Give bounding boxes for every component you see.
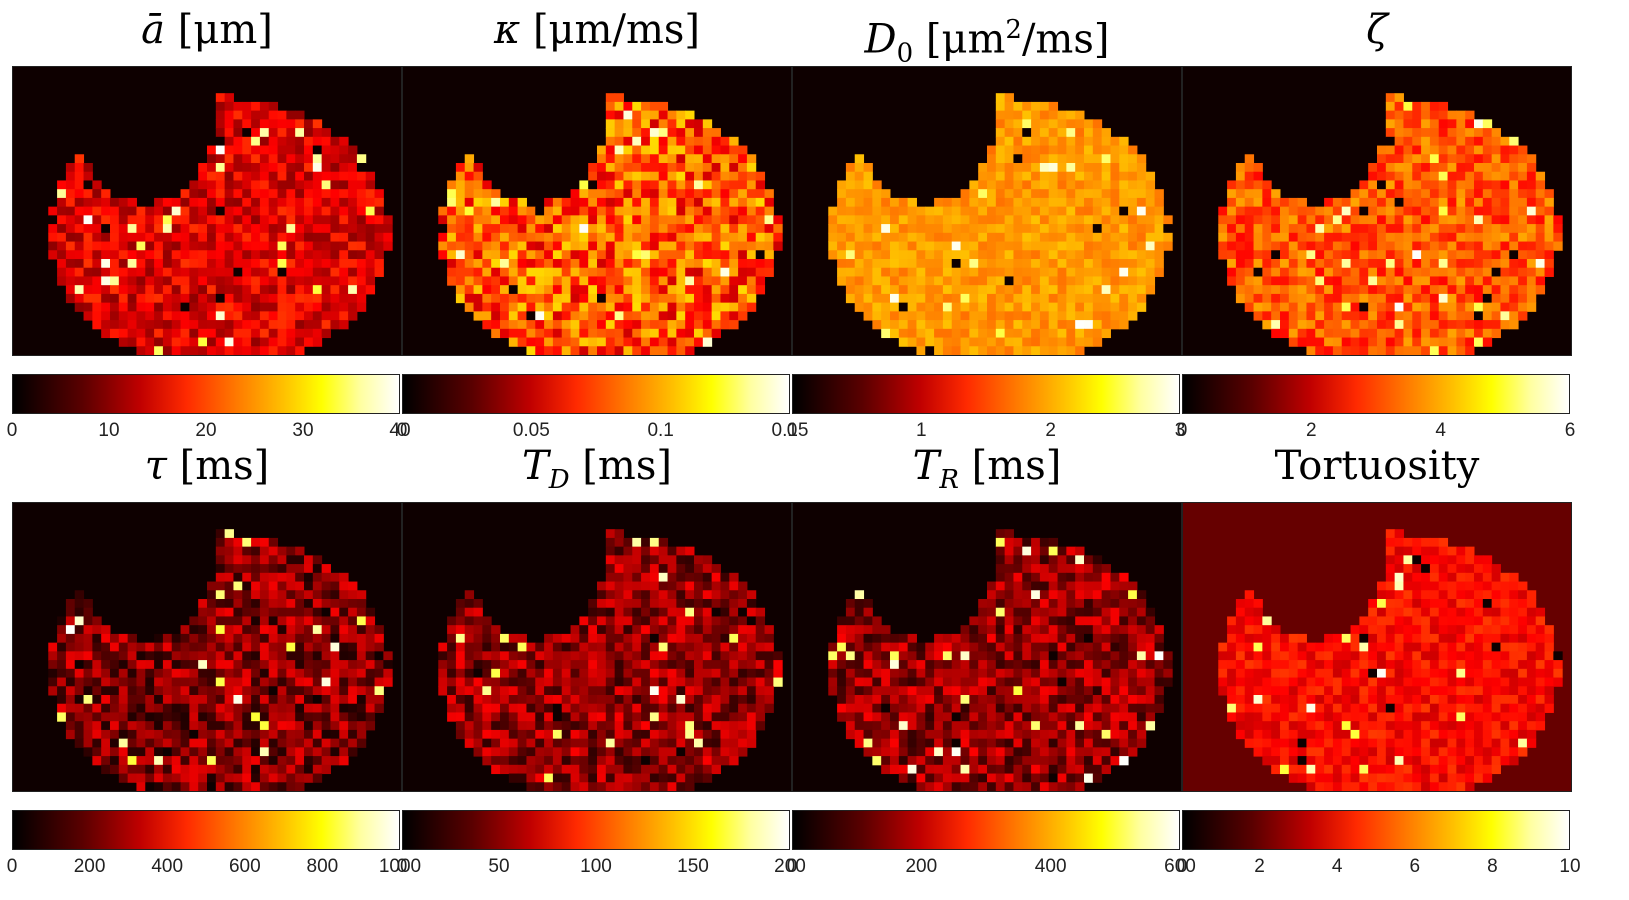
colorbar-tick-label: 150 [677,856,709,877]
colorbar-ticks: 0 2 4 6 8 10 [1177,856,1581,882]
colorbar-ticks: 0 200 400 600 [787,856,1196,882]
colorbar-tick-label: 600 [228,856,261,877]
colorbar-ticks: 0 10 20 30 40 [7,420,411,446]
heatmap [792,502,1182,792]
panel-title: ā [μm] [141,7,273,53]
colorbar-tick-label: 0 [786,856,798,877]
colorbar-tick-label: 10 [98,420,120,441]
colorbar-tick-label: 0 [6,420,18,441]
colorbar-ticks: 0 1 2 3 [787,420,1186,446]
panel-title: TD [ms] [522,443,672,495]
colorbar [1182,374,1570,414]
colorbar-tick-label: 2 [1254,856,1265,877]
colorbar [1182,810,1570,850]
colorbar-tick-label: 4 [1435,420,1446,441]
colorbar-tick-label: 0 [6,856,18,877]
colorbar-tick-label: 1000 [378,856,422,877]
colorbar-tick-label: 20 [195,420,217,441]
colorbar-tick-label: 4 [1331,856,1343,877]
colorbar-tick-label: 2 [1045,420,1056,441]
colorbar [402,810,790,850]
heatmap [1182,502,1572,792]
colorbar [12,810,400,850]
colorbar-tick-label: 400 [151,856,184,877]
panel-mean-diameter: ā [μm] 0 10 20 30 40 [7,0,411,450]
panel-title: τ [ms] [144,443,270,489]
panel-td: TD [ms] 0 50 100 150 200 [397,436,806,886]
colorbar-tick-label: 0 [396,420,408,441]
colorbar-tick-label: 0.15 [771,420,809,441]
panel-diffusivity: D0 [μm2/ms] 0 1 2 3 [787,0,1186,450]
colorbar [792,374,1180,414]
heatmap [12,66,402,356]
panel-title: Tortuosity [1274,443,1480,489]
colorbar [792,810,1180,850]
heatmap [792,66,1182,356]
heatmap [1182,66,1572,356]
colorbar-ticks: 0 2 4 6 [1177,420,1576,446]
panel-permeability: κ [μm/ms] 0 0.05 0.1 0.15 [397,0,809,450]
heatmap [402,66,792,356]
colorbar-tick-label: 400 [1034,856,1067,877]
heatmap [402,502,792,792]
colorbar [12,374,400,414]
colorbar-tick-label: 600 [1164,856,1196,877]
colorbar-tick-label: 3 [1174,420,1186,441]
colorbar-tick-label: 6 [1564,420,1576,441]
colorbar [402,374,790,414]
panel-title: κ [μm/ms] [493,7,701,53]
colorbar-tick-label: 0 [1176,420,1188,441]
panel-title: D0 [μm2/ms] [864,15,1110,69]
colorbar-tick-label: 40 [389,420,411,441]
colorbar-ticks: 0 200 400 600 800 1000 [7,856,421,882]
colorbar-tick-label: 50 [488,856,510,877]
colorbar-tick-label: 0 [1176,856,1188,877]
colorbar-tick-label: 800 [306,856,339,877]
colorbar-tick-label: 0.05 [512,420,550,441]
colorbar-tick-label: 2 [1306,420,1317,441]
panel-tr: TR [ms] 0 200 400 600 [787,436,1196,886]
colorbar-tick-label: 10 [1559,856,1581,877]
colorbar-tick-label: 0 [786,420,798,441]
panel-title: TR [ms] [912,443,1062,495]
colorbar-tick-label: 8 [1487,856,1498,877]
colorbar-tick-label: 200 [905,856,938,877]
colorbar-ticks: 0 50 100 150 200 [397,856,806,882]
colorbar-tick-label: 1 [916,420,927,441]
colorbar-tick-label: 200 [73,856,106,877]
colorbar-tick-label: 200 [774,856,806,877]
colorbar-tick-label: 0.1 [647,420,674,441]
panel-title: ζ [1366,7,1388,53]
colorbar-ticks: 0 0.05 0.1 0.15 [397,420,809,446]
colorbar-tick-label: 30 [292,420,314,441]
panel-tortuosity: Tortuosity 0 2 4 6 8 10 [1177,436,1581,886]
colorbar-tick-label: 6 [1409,856,1421,877]
heatmap [12,502,402,792]
panel-tau: τ [ms] 0 200 400 600 800 1000 [7,436,421,886]
panel-zeta: ζ 0 2 4 6 [1177,0,1576,450]
colorbar-tick-label: 0 [396,856,408,877]
colorbar-tick-label: 100 [580,856,612,877]
